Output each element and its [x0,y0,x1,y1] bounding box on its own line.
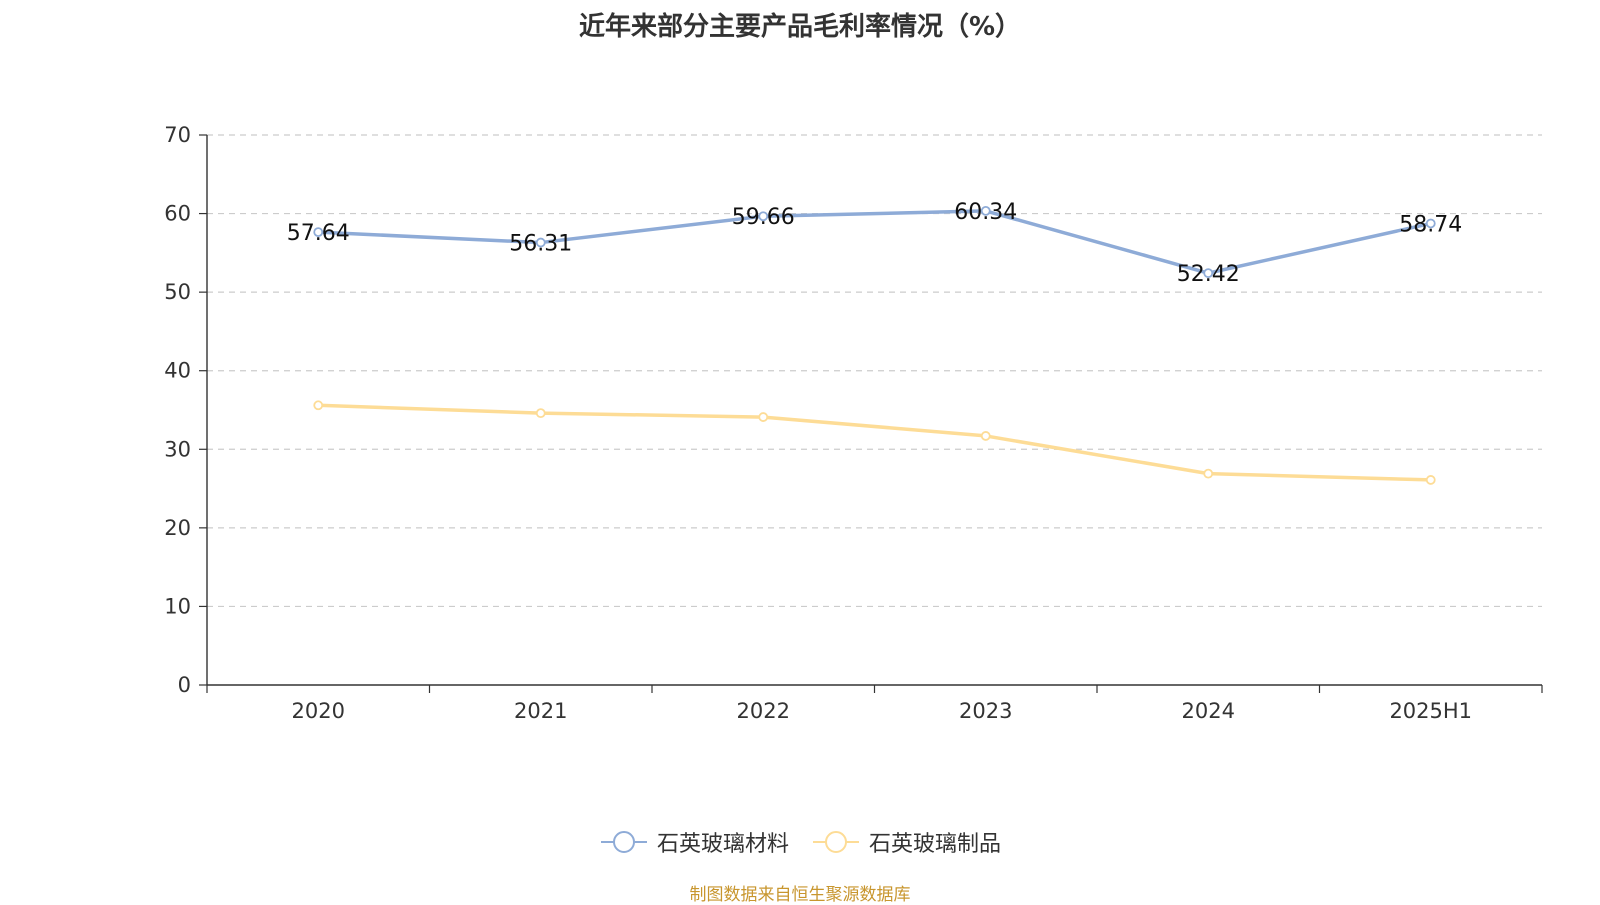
series-1-point [1203,268,1214,279]
series-1-point [535,237,546,248]
series-1-point [980,205,991,216]
data-label: 52.42 [1177,262,1240,287]
x-tick-label: 2022 [737,699,790,723]
legend-item-series-1[interactable]: 石英玻璃材料 [599,826,789,858]
series-1-point [1425,218,1436,229]
series-line-2 [318,403,1431,482]
x-tick-label: 2021 [514,699,567,723]
data-labels: 57.64 56.31 59.66 60.34 52.42 58.74 [287,200,1462,287]
series-2-point [1425,475,1436,485]
y-tick-label: 70 [164,123,191,147]
legend-label-series-2: 石英玻璃制品 [869,832,1002,857]
series-2-point [758,412,769,422]
y-tick-label: 50 [164,280,191,304]
data-label: 57.64 [287,221,350,246]
series-line-1 [318,209,1432,275]
axes: 0 10 20 30 40 50 60 70 2020 2021 2022 2023 2024 2025H… [164,123,1543,723]
series-2-point [313,400,324,411]
series-2-point [1203,468,1214,479]
x-tick-label: 2023 [959,699,1012,723]
y-tick-label: 10 [164,594,191,618]
x-tick-label: 2020 [292,699,345,723]
legend-marker-series-2 [813,831,859,853]
x-tick-label: 2025H1 [1389,699,1472,723]
data-label: 58.74 [1399,212,1462,237]
legend-label-series-1: 石英玻璃材料 [656,832,789,857]
y-tick-label: 60 [164,202,191,226]
y-tick-label: 40 [164,359,191,383]
series-1-point [758,211,769,222]
source-note: 制图数据来自恒生聚源数据库 [689,885,911,905]
x-tick-label: 2024 [1182,699,1235,723]
y-tick-label: 30 [164,437,191,461]
series [313,205,1436,485]
series-2-point [535,408,546,419]
legend: 石英玻璃材料 石英玻璃制品 [0,826,1600,858]
legend-marker-series-1 [600,831,647,853]
legend-item-series-2[interactable]: 石英玻璃制品 [811,826,1001,858]
gridlines [207,134,1542,608]
series-2-point [980,431,991,441]
data-label: 59.66 [732,205,795,230]
data-label: 56.31 [509,232,572,257]
y-tick-label: 20 [164,516,191,540]
data-label: 60.34 [954,200,1017,225]
series-1-point [313,227,324,238]
chart-title: 近年来部分主要产品毛利率情况（%） [578,12,1022,42]
y-tick-label: 0 [178,673,191,697]
